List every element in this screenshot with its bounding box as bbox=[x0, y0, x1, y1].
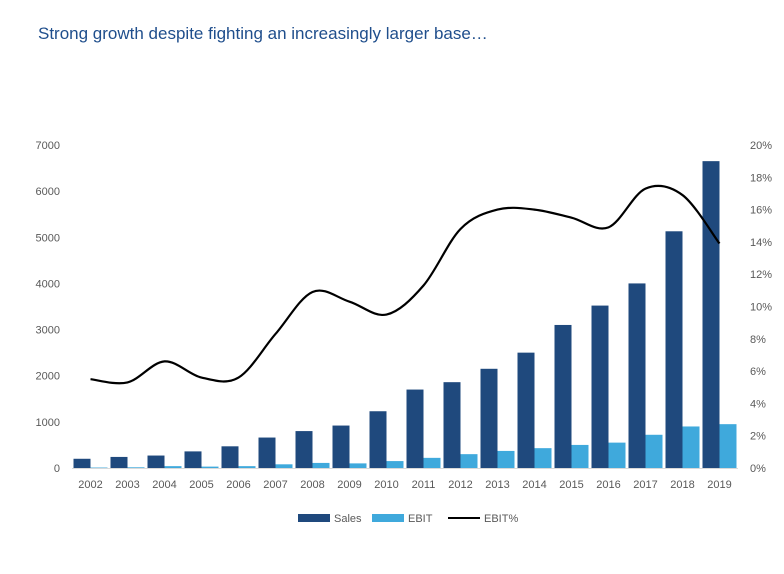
ebit-bar bbox=[423, 457, 441, 468]
sales-bar bbox=[628, 283, 646, 468]
y-right-tick-label: 6% bbox=[750, 366, 766, 378]
y-left-tick-label: 7000 bbox=[36, 140, 60, 152]
sales-bar bbox=[702, 161, 720, 468]
ebit-bar bbox=[312, 462, 330, 468]
legend-swatch-sales bbox=[298, 514, 330, 522]
ebit-bar bbox=[497, 450, 515, 468]
y-right-tick-label: 20% bbox=[750, 140, 772, 152]
sales-bar bbox=[221, 446, 239, 468]
ebit-bar bbox=[127, 467, 145, 468]
x-tick-label: 2003 bbox=[115, 479, 139, 491]
sales-bar bbox=[480, 368, 498, 468]
ebit-bar bbox=[460, 454, 478, 468]
ebit-bar bbox=[719, 424, 737, 468]
y-left-tick-label: 6000 bbox=[36, 186, 60, 198]
y-right-tick-label: 18% bbox=[750, 172, 772, 184]
x-tick-label: 2014 bbox=[522, 479, 546, 491]
x-tick-label: 2017 bbox=[633, 479, 657, 491]
ebit-bar bbox=[386, 461, 404, 468]
ebit-bar bbox=[534, 448, 552, 468]
x-tick-label: 2002 bbox=[78, 479, 102, 491]
x-tick-label: 2019 bbox=[707, 479, 731, 491]
x-tick-label: 2009 bbox=[337, 479, 361, 491]
x-tick-label: 2015 bbox=[559, 479, 583, 491]
ebit-bar bbox=[608, 442, 626, 468]
ebit-bar bbox=[349, 463, 367, 468]
sales-bar bbox=[184, 451, 202, 468]
x-tick-label: 2012 bbox=[448, 479, 472, 491]
y-right-tick-label: 12% bbox=[750, 269, 772, 281]
x-tick-label: 2018 bbox=[670, 479, 694, 491]
y-right-tick-label: 2% bbox=[750, 431, 766, 443]
sales-bar bbox=[591, 305, 609, 468]
x-tick-label: 2006 bbox=[226, 479, 250, 491]
y-right-tick-label: 10% bbox=[750, 302, 772, 314]
sales-bar bbox=[295, 431, 313, 468]
legend-label: EBIT bbox=[408, 513, 433, 525]
x-tick-label: 2005 bbox=[189, 479, 213, 491]
ebit-bar bbox=[571, 444, 589, 468]
y-left-tick-label: 3000 bbox=[36, 325, 60, 337]
ebit-bar bbox=[90, 467, 108, 469]
y-left-tick-label: 4000 bbox=[36, 278, 60, 290]
ebit-bar bbox=[682, 426, 700, 468]
sales-bar bbox=[369, 411, 387, 468]
x-tick-label: 2011 bbox=[412, 479, 436, 491]
sales-bar bbox=[147, 455, 165, 468]
ebit-bar bbox=[238, 466, 256, 468]
sales-bar bbox=[406, 389, 424, 468]
sales-bar bbox=[73, 458, 91, 468]
sales-bar bbox=[554, 324, 572, 468]
sales-bar bbox=[517, 352, 535, 468]
x-tick-label: 2016 bbox=[596, 479, 620, 491]
y-left-tick-label: 2000 bbox=[36, 371, 60, 383]
ebit-bar bbox=[275, 464, 293, 468]
y-right-tick-label: 8% bbox=[750, 334, 766, 346]
x-tick-label: 2007 bbox=[263, 479, 287, 491]
y-right-tick-label: 14% bbox=[750, 237, 772, 249]
x-tick-label: 2008 bbox=[300, 479, 324, 491]
y-left-tick-label: 0 bbox=[54, 463, 60, 475]
ebit-bar bbox=[201, 466, 219, 468]
sales-bar bbox=[258, 437, 276, 468]
y-right-tick-label: 16% bbox=[750, 205, 772, 217]
sales-bar bbox=[110, 456, 128, 468]
legend-label: Sales bbox=[334, 513, 362, 525]
sales-bar bbox=[665, 231, 683, 468]
y-left-tick-label: 1000 bbox=[36, 417, 60, 429]
ebit-bar bbox=[645, 434, 663, 468]
sales-bar bbox=[443, 382, 461, 468]
legend-swatch-ebit bbox=[372, 514, 404, 522]
ebit-percent-line bbox=[90, 184, 721, 385]
sales-bar bbox=[332, 425, 350, 468]
x-tick-label: 2010 bbox=[374, 479, 398, 491]
y-left-tick-label: 5000 bbox=[36, 232, 60, 244]
x-tick-label: 2004 bbox=[152, 479, 176, 491]
ebit-bar bbox=[164, 466, 182, 468]
y-right-tick-label: 4% bbox=[750, 398, 766, 410]
legend-label: EBIT% bbox=[484, 513, 518, 525]
chart-title: Strong growth despite fighting an increa… bbox=[38, 24, 488, 43]
y-right-tick-label: 0% bbox=[750, 463, 766, 475]
x-tick-label: 2013 bbox=[485, 479, 509, 491]
